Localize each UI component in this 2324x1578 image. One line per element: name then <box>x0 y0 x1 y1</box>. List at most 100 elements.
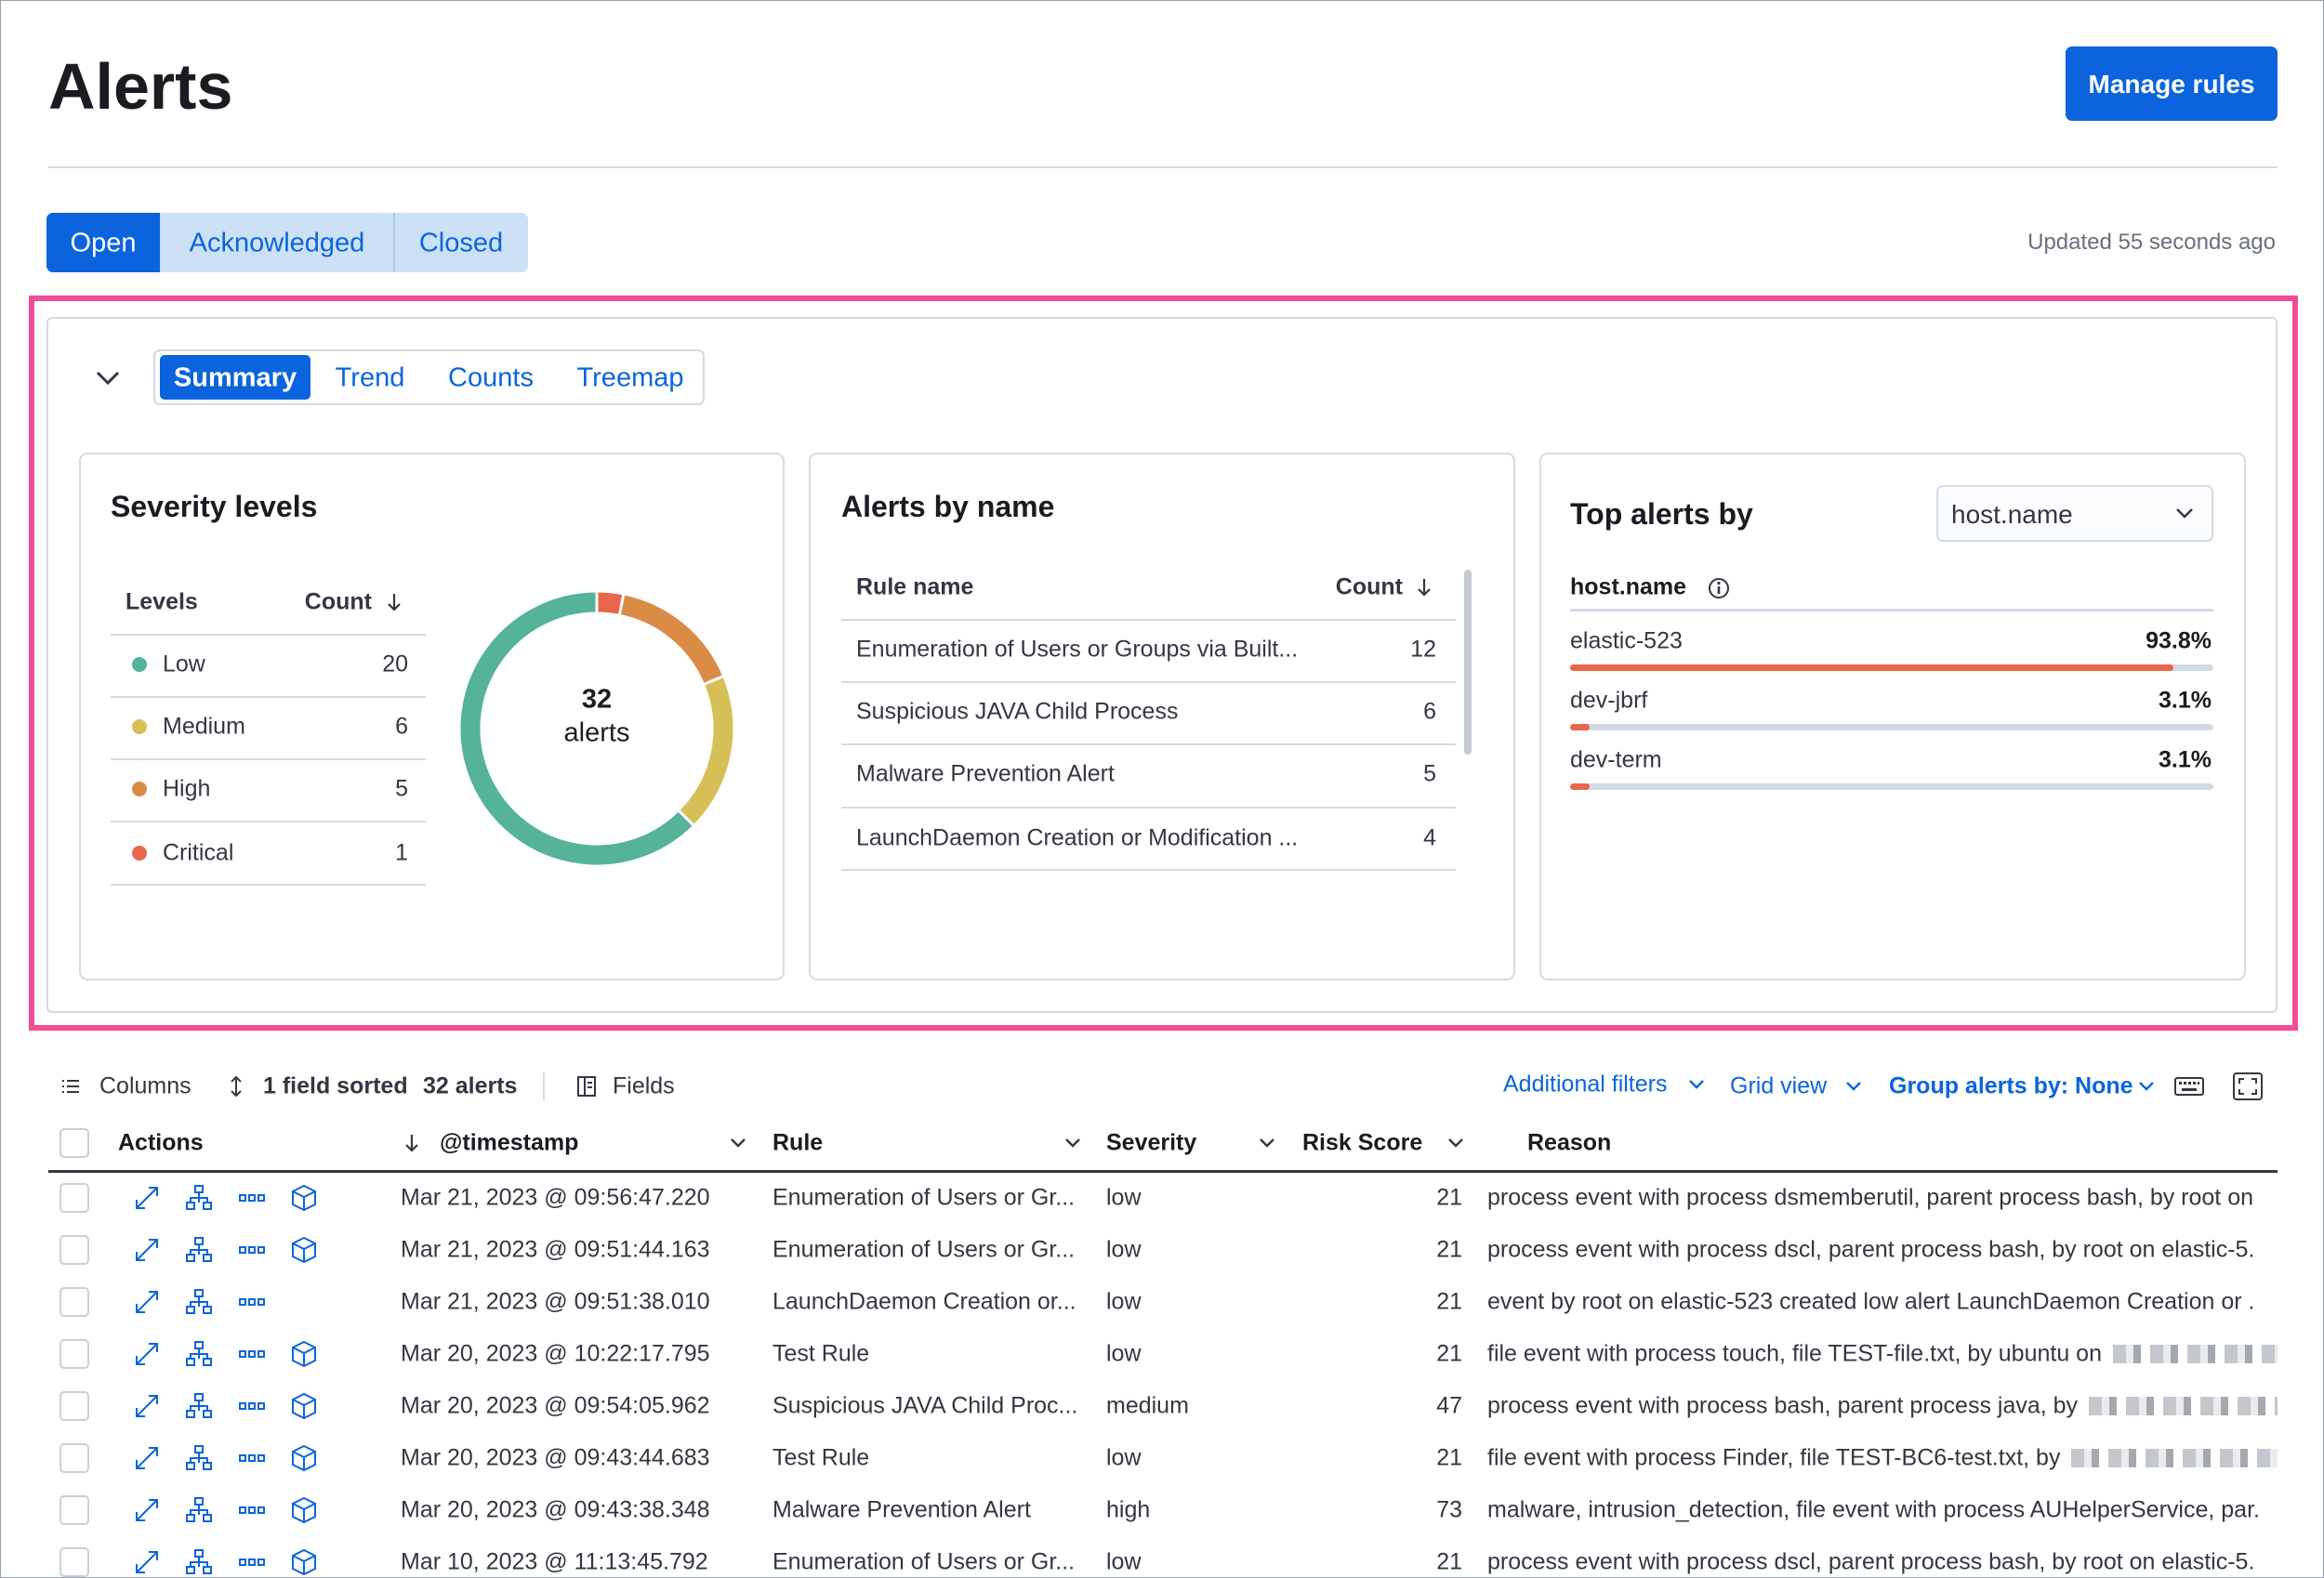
column-header[interactable]: @timestamp <box>440 1129 579 1156</box>
analyze-icon[interactable] <box>185 1496 213 1524</box>
row-checkbox[interactable] <box>59 1128 89 1158</box>
rule-cell: Enumeration of Users or Gr... <box>772 1184 1076 1211</box>
severity-level: Critical <box>163 839 234 866</box>
expand-icon[interactable] <box>133 1548 161 1576</box>
keyboard-icon[interactable] <box>2174 1076 2204 1097</box>
row-divider <box>111 634 426 636</box>
columns-icon[interactable] <box>60 1078 81 1095</box>
expand-icon[interactable] <box>133 1288 161 1316</box>
grid-view-button[interactable]: Grid view <box>1730 1072 1828 1099</box>
column-header[interactable]: Risk Score <box>1302 1129 1423 1156</box>
expand-icon[interactable] <box>133 1340 161 1368</box>
session-icon[interactable] <box>290 1548 318 1576</box>
session-icon[interactable] <box>290 1340 318 1368</box>
fields-icon[interactable] <box>575 1075 598 1098</box>
status-tab[interactable]: Open <box>70 228 137 258</box>
column-header[interactable]: Reason <box>1527 1129 1612 1156</box>
column-header[interactable]: Severity <box>1106 1129 1197 1156</box>
timestamp-cell: Mar 20, 2023 @ 09:43:44.683 <box>401 1444 710 1471</box>
chevron-down <box>1260 1138 1274 1148</box>
host-percent: 3.1% <box>2159 746 2212 773</box>
more-icon[interactable] <box>238 1392 266 1420</box>
session-icon[interactable] <box>290 1184 318 1212</box>
summary-tab[interactable]: Trend <box>335 362 405 393</box>
more-icon[interactable] <box>238 1496 266 1524</box>
analyze-icon[interactable] <box>185 1444 213 1472</box>
column-header: Count <box>1335 573 1403 600</box>
session-icon[interactable] <box>290 1236 318 1264</box>
rule-cell: Suspicious JAVA Child Proc... <box>772 1392 1078 1419</box>
reason-cell: file event with process touch, file TEST… <box>1487 1342 2102 1366</box>
risk-score-cell: 21 <box>1436 1444 1462 1471</box>
collapse-toggle[interactable] <box>94 366 122 388</box>
row-checkbox[interactable] <box>59 1287 89 1317</box>
summary-tab[interactable]: Counts <box>448 362 534 393</box>
severity-cell: low <box>1106 1340 1142 1367</box>
risk-score-cell: 47 <box>1436 1392 1462 1419</box>
summary-tab[interactable]: Summary <box>173 362 297 393</box>
group-by-select[interactable] <box>1936 485 2213 542</box>
status-tab[interactable]: Closed <box>418 228 504 258</box>
severity-count: 5 <box>395 775 408 802</box>
row-checkbox[interactable] <box>59 1495 89 1525</box>
session-icon[interactable] <box>290 1496 318 1524</box>
row-checkbox[interactable] <box>59 1391 89 1421</box>
legend-dot <box>132 782 147 796</box>
row-checkbox[interactable] <box>59 1547 89 1577</box>
more-icon[interactable] <box>238 1236 266 1264</box>
column-header: Rule name <box>856 573 974 600</box>
donut-segment <box>457 589 696 868</box>
session-icon[interactable] <box>290 1392 318 1420</box>
expand-icon[interactable] <box>133 1392 161 1420</box>
toolbar-button[interactable]: Fields <box>613 1072 675 1099</box>
more-icon[interactable] <box>238 1184 266 1212</box>
severity-level: High <box>163 775 211 802</box>
row-checkbox[interactable] <box>59 1235 89 1265</box>
row-divider <box>111 758 426 760</box>
info-icon[interactable] <box>1707 576 1731 600</box>
row-checkbox[interactable] <box>59 1443 89 1473</box>
expand-icon[interactable] <box>133 1444 161 1472</box>
analyze-icon[interactable] <box>185 1548 213 1576</box>
severity-cell: medium <box>1106 1392 1189 1419</box>
row-checkbox[interactable] <box>59 1183 89 1213</box>
percent-bar <box>1570 783 1591 790</box>
filters-button[interactable]: Additional filters <box>1503 1071 1668 1098</box>
expand-icon[interactable] <box>133 1496 161 1524</box>
analyze-icon[interactable] <box>185 1392 213 1420</box>
percent-bar <box>1570 664 2174 671</box>
analyze-icon[interactable] <box>185 1184 213 1212</box>
analyze-icon[interactable] <box>185 1236 213 1264</box>
fullscreen-icon[interactable] <box>2232 1072 2264 1101</box>
more-icon[interactable] <box>238 1288 266 1316</box>
more-icon[interactable] <box>238 1548 266 1576</box>
timestamp-cell: Mar 20, 2023 @ 09:54:05.962 <box>401 1392 710 1419</box>
more-icon[interactable] <box>238 1444 266 1472</box>
legend-dot <box>132 846 147 861</box>
group-by-button[interactable]: Group alerts by: None <box>1889 1072 2133 1099</box>
status-tab-selected[interactable] <box>46 213 160 272</box>
more-icon[interactable] <box>238 1340 266 1368</box>
host-name: elastic-523 <box>1570 627 1683 654</box>
expand-icon[interactable] <box>133 1184 161 1212</box>
summary-tab[interactable]: Treemap <box>576 362 684 393</box>
rule-cell: Enumeration of Users or Gr... <box>772 1236 1076 1263</box>
analyze-icon[interactable] <box>185 1340 213 1368</box>
host-name: dev-term <box>1570 746 1662 773</box>
summary-tab-selected[interactable] <box>160 355 310 400</box>
status-tab[interactable]: Acknowledged <box>189 228 365 258</box>
sort-icon[interactable] <box>228 1075 244 1098</box>
bar-track <box>1570 783 2213 790</box>
column-header[interactable]: Actions <box>118 1129 204 1156</box>
reason-cell: malware, intrusion_detection, file event… <box>1487 1498 2260 1522</box>
scrollbar <box>1464 570 1472 755</box>
toolbar-button[interactable]: Columns <box>99 1072 191 1099</box>
column-header[interactable]: Rule <box>772 1129 824 1156</box>
toolbar-button[interactable]: 1 field sorted <box>263 1072 408 1099</box>
session-icon[interactable] <box>290 1444 318 1472</box>
expand-icon[interactable] <box>133 1236 161 1264</box>
manage-rules-button[interactable] <box>2066 46 2278 121</box>
row-checkbox[interactable] <box>59 1339 89 1369</box>
analyze-icon[interactable] <box>185 1288 213 1316</box>
row-divider <box>841 807 1456 809</box>
